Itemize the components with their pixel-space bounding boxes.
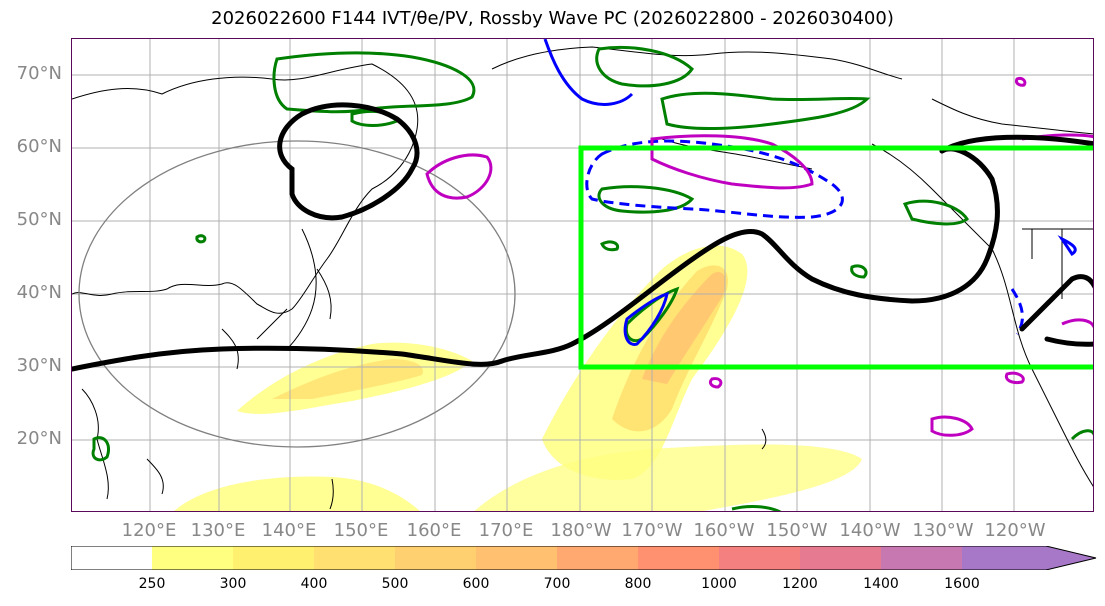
colorbar-segment [800, 546, 881, 570]
colorbar-tick-label: 700 [543, 576, 571, 592]
colorbar-segment [962, 546, 1096, 570]
lat-label-70n: 70°N [16, 63, 62, 84]
lon-label-140w: 140°W [839, 520, 901, 541]
colorbar-tick-label: 1400 [863, 576, 899, 592]
blue-contours [543, 39, 1077, 346]
colorbar-segment [395, 546, 476, 570]
colorbar-segment [719, 546, 800, 570]
rossby-wave-contour [72, 102, 1093, 372]
lon-label-130e: 130°E [190, 520, 246, 541]
map-panel [71, 38, 1094, 512]
colorbar-segment [557, 546, 638, 570]
lon-label-160w: 160°W [693, 520, 755, 541]
colorbar-segment [152, 546, 233, 570]
lat-label-30n: 30°N [16, 355, 62, 376]
lon-label-120e: 120°E [121, 520, 177, 541]
map-canvas [72, 39, 1093, 511]
colorbar-tick-label: 600 [462, 576, 490, 592]
colorbar-tick-label: 500 [381, 576, 409, 592]
colorbar-segment [233, 546, 314, 570]
ivt-colorbar [71, 546, 1097, 570]
analysis-box [578, 145, 1093, 370]
lat-label-50n: 50°N [16, 209, 62, 230]
lon-label-150e: 150°E [333, 520, 389, 541]
colorbar-segment [638, 546, 719, 570]
map-title: 2026022600 F144 IVT/θe/PV, Rossby Wave P… [211, 8, 894, 29]
colorbar-tick-label: 1600 [944, 576, 980, 592]
lon-label-160e: 160°E [406, 520, 462, 541]
colorbar-tick-label: 400 [300, 576, 328, 592]
lat-label-40n: 40°N [16, 282, 62, 303]
colorbar-segment [881, 546, 962, 570]
colorbar-tick-label: 1200 [782, 576, 818, 592]
colorbar-segment [476, 546, 557, 570]
magenta-contours [425, 77, 1093, 437]
lon-label-170e: 170°E [478, 520, 534, 541]
colorbar-tick-label: 800 [624, 576, 652, 592]
colorbar-tick-label: 1000 [701, 576, 737, 592]
lon-label-180w: 180°W [550, 520, 612, 541]
colorbar-tick-label: 300 [219, 576, 247, 592]
lon-label-130w: 130°W [912, 520, 974, 541]
lon-label-120w: 120°W [984, 520, 1046, 541]
lat-label-20n: 20°N [16, 428, 62, 449]
ivt-shading [174, 245, 862, 511]
lat-label-60n: 60°N [16, 136, 62, 157]
colorbar-tick-label: 250 [138, 576, 166, 592]
lon-label-150w: 150°W [766, 520, 828, 541]
colorbar-segment-below [71, 546, 152, 570]
region-circle [78, 140, 516, 448]
lon-label-140e: 140°E [261, 520, 317, 541]
colorbar-segment [314, 546, 395, 570]
lon-label-170w: 170°W [621, 520, 683, 541]
